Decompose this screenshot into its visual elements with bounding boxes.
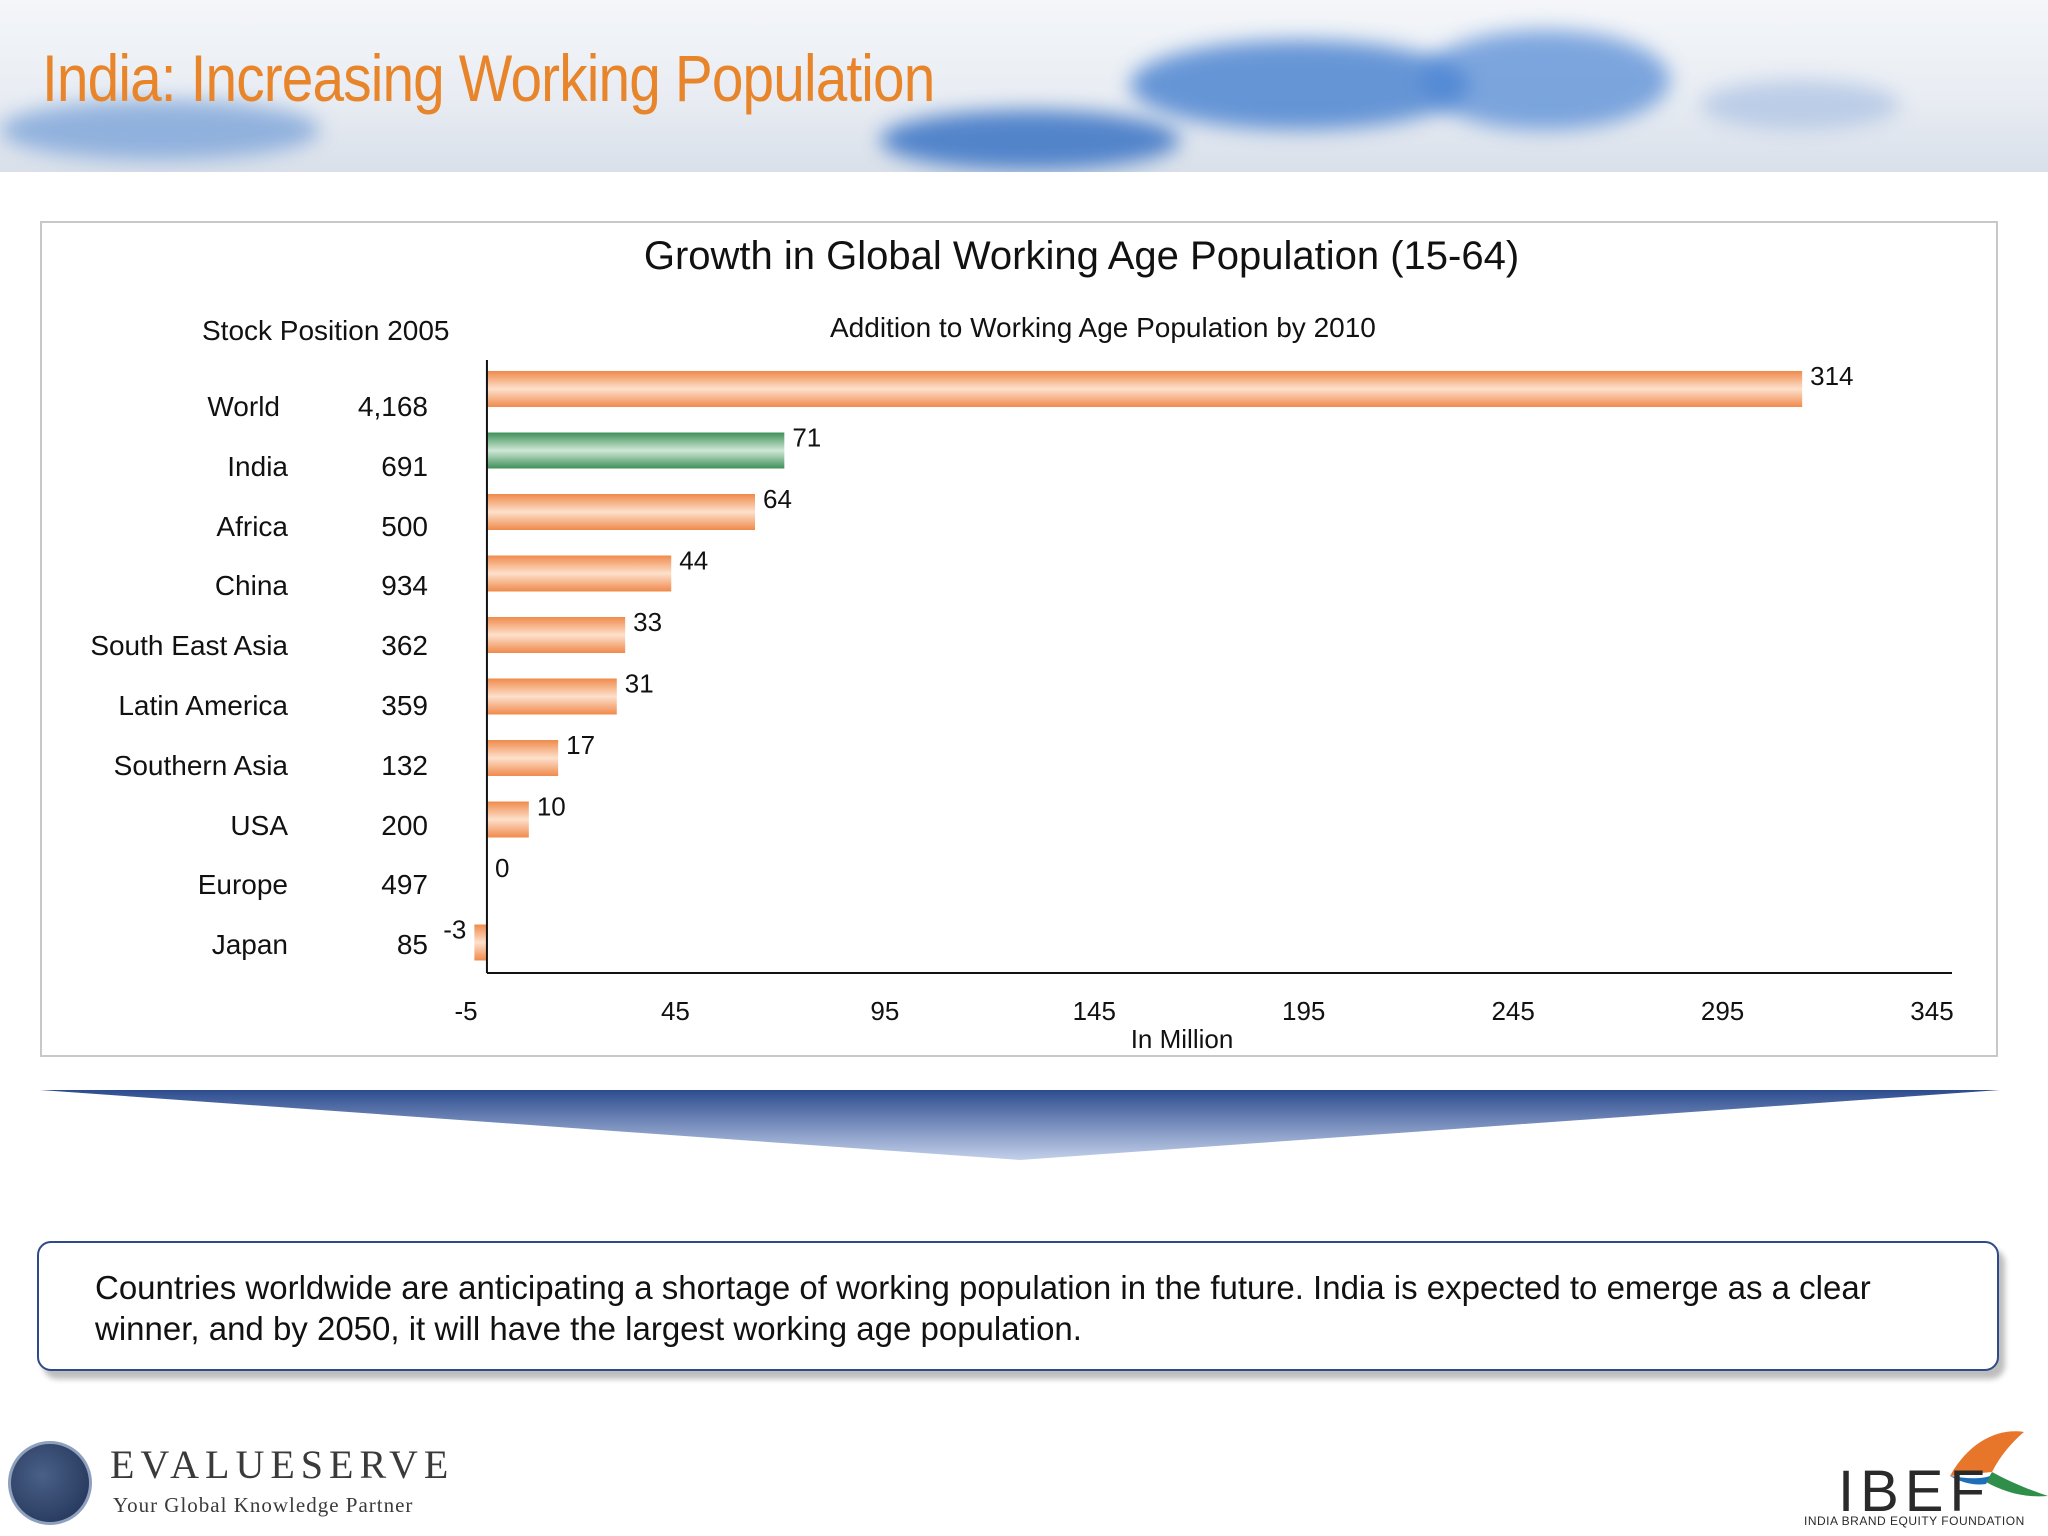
x-axis-label: In Million bbox=[1131, 1024, 1234, 1054]
cloud-shape bbox=[880, 110, 1180, 170]
bar-usa bbox=[486, 801, 529, 838]
cloud-shape bbox=[1130, 40, 1470, 130]
stock-value: 85 bbox=[396, 929, 428, 961]
category-label: USA bbox=[230, 809, 288, 841]
category-label: Latin America bbox=[118, 690, 288, 721]
chart-frame bbox=[40, 221, 1998, 1057]
bar-south-east-asia bbox=[486, 617, 626, 653]
bar-japan bbox=[474, 924, 487, 961]
category-label: World bbox=[207, 391, 280, 422]
slide-title: India: Increasing Working Population bbox=[42, 41, 935, 115]
stock-column-header: Stock Position 2005 bbox=[202, 315, 450, 346]
data-label: 33 bbox=[633, 607, 662, 637]
x-tick-label: 145 bbox=[1073, 996, 1116, 1026]
category-label: South East Asia bbox=[90, 630, 288, 662]
x-tick-label: 95 bbox=[870, 996, 899, 1026]
ibef-name: IBEF bbox=[1838, 1459, 1991, 1524]
data-label: 0 bbox=[495, 853, 509, 883]
x-tick-label: 245 bbox=[1491, 996, 1534, 1026]
bar-world bbox=[486, 371, 1803, 407]
stock-value: 132 bbox=[381, 749, 428, 781]
x-tick-label: 345 bbox=[1910, 996, 1953, 1026]
x-tick-label: -5 bbox=[454, 996, 477, 1026]
data-label: 44 bbox=[679, 546, 708, 576]
category-label: India bbox=[227, 450, 288, 482]
stock-value: 497 bbox=[381, 869, 428, 901]
chart-title: Growth in Global Working Age Population … bbox=[643, 234, 1520, 278]
cloud-shape bbox=[1700, 80, 1900, 130]
category-label: Europe bbox=[197, 869, 288, 901]
bird-icon bbox=[1950, 1431, 2048, 1497]
stock-value: 500 bbox=[381, 510, 428, 542]
header-banner: India: Increasing Working Population bbox=[0, 0, 2048, 172]
category-label: Japan bbox=[211, 929, 288, 961]
cloud-shape bbox=[0, 100, 320, 160]
category-label: Southern Asia bbox=[113, 749, 288, 781]
stock-value: 934 bbox=[381, 570, 428, 602]
evalueserve-tagline: Your Global Knowledge Partner bbox=[113, 1493, 414, 1517]
evalueserve-name: EVALUESERVE bbox=[110, 1442, 455, 1487]
stock-value: 200 bbox=[381, 809, 428, 841]
stock-value: 4,168 bbox=[357, 391, 428, 422]
data-label: 314 bbox=[1810, 361, 1853, 391]
down-arrow-band bbox=[40, 1090, 2000, 1160]
data-label: 17 bbox=[566, 730, 595, 760]
data-label: 64 bbox=[763, 484, 792, 514]
ibef-tagline: INDIA BRAND EQUITY FOUNDATION bbox=[1804, 1514, 2025, 1528]
evalueserve-logo: EVALUESERVE Your Global Knowledge Partne… bbox=[8, 1441, 448, 1531]
bars-header: Addition to Working Age Population by 20… bbox=[830, 312, 1376, 343]
data-label: 31 bbox=[625, 669, 654, 699]
summary-text: Countries worldwide are anticipating a s… bbox=[95, 1269, 1871, 1347]
data-label: 71 bbox=[792, 423, 821, 453]
x-tick-label: 295 bbox=[1701, 996, 1744, 1026]
stock-value: 359 bbox=[381, 690, 428, 721]
seal-icon bbox=[8, 1441, 92, 1525]
category-label: China bbox=[214, 570, 288, 602]
bar-china bbox=[486, 555, 672, 592]
stock-value: 691 bbox=[381, 450, 428, 482]
bar-latin-america bbox=[486, 678, 617, 715]
ibef-logo: IBEF INDIA BRAND EQUITY FOUNDATION bbox=[1800, 1420, 2048, 1536]
bar-southern-asia bbox=[486, 740, 559, 776]
bar-africa bbox=[486, 494, 756, 530]
x-tick-label: 45 bbox=[661, 996, 690, 1026]
summary-box: Countries worldwide are anticipating a s… bbox=[37, 1241, 1999, 1371]
stock-value: 362 bbox=[381, 630, 428, 662]
cloud-shape bbox=[1420, 30, 1670, 130]
data-label: 10 bbox=[537, 792, 566, 822]
bar-chart: 314 71 64 44 33 31 17 10 0 -3 -5 45 95 145 195 245 295 3… bbox=[443, 360, 1954, 1054]
x-tick-label: 195 bbox=[1282, 996, 1325, 1026]
bar-india bbox=[486, 432, 785, 469]
data-label: -3 bbox=[443, 915, 466, 945]
category-label: Africa bbox=[216, 510, 288, 542]
